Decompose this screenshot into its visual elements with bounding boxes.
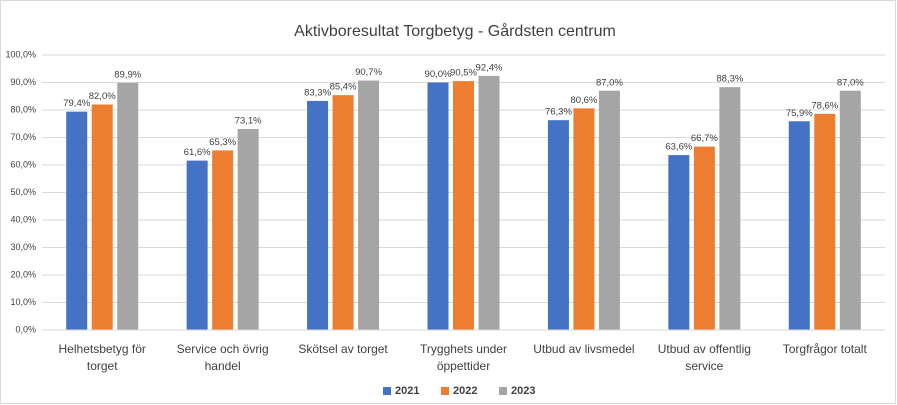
value-label: 76,3%	[545, 107, 572, 118]
y-tick-label: 20,0%	[10, 269, 36, 279]
bar	[332, 95, 354, 331]
x-tick-label: öppettider	[437, 359, 490, 373]
bar	[307, 100, 329, 330]
chart-title: Aktivboresultat Torgbetyg - Gårdsten cen…	[294, 22, 616, 40]
value-label: 66,7%	[691, 133, 718, 144]
y-tick-label: 40,0%	[10, 214, 36, 224]
value-label: 90,7%	[355, 67, 382, 78]
y-tick-label: 60,0%	[10, 159, 36, 169]
bar	[788, 121, 810, 331]
bar	[427, 82, 449, 330]
value-label: 61,6%	[184, 147, 211, 158]
y-tick-label: 50,0%	[10, 187, 36, 197]
y-tick-label: 0,0%	[15, 324, 36, 334]
bar	[117, 82, 139, 331]
bar	[453, 81, 474, 330]
value-label: 82,0%	[89, 91, 116, 102]
legend-label: 2023	[511, 385, 535, 397]
legend-swatch	[383, 387, 391, 395]
value-label: 90,0%	[425, 69, 452, 80]
value-label: 78,6%	[811, 100, 838, 111]
value-label: 63,6%	[665, 142, 692, 153]
bar	[478, 75, 500, 331]
x-tick-label: Service och övrig	[177, 342, 269, 356]
value-label: 90,5%	[450, 68, 477, 79]
value-label: 79,4%	[63, 98, 90, 109]
bar	[66, 111, 88, 331]
value-label: 80,6%	[570, 95, 597, 106]
y-tick-label: 80,0%	[10, 104, 36, 114]
value-label: 88,3%	[716, 74, 743, 85]
legend-label: 2021	[395, 385, 419, 397]
y-tick-label: 10,0%	[10, 297, 36, 307]
x-tick-label: Skötsel av torget	[298, 342, 388, 356]
legend-swatch	[499, 387, 507, 395]
x-tick-label: Helhetsbetyg för	[59, 342, 146, 356]
value-label: 73,1%	[235, 115, 262, 126]
x-tick-label: torget	[87, 359, 118, 373]
x-tick-label: Torgfrågor totalt	[783, 342, 868, 356]
bar	[573, 108, 595, 330]
bar	[547, 120, 569, 330]
bar	[237, 128, 259, 330]
legend-label: 2022	[453, 385, 477, 397]
legend-swatch	[441, 387, 449, 395]
value-label: 87,0%	[596, 77, 623, 88]
value-label: 85,4%	[330, 82, 357, 93]
bar	[598, 90, 620, 330]
bar	[212, 150, 234, 330]
x-tick-label: Trygghets under	[420, 342, 507, 356]
y-tick-label: 70,0%	[10, 132, 36, 142]
value-label: 87,0%	[837, 77, 864, 88]
bar	[91, 104, 113, 330]
value-label: 89,9%	[114, 69, 141, 80]
bar	[839, 90, 861, 330]
y-tick-label: 30,0%	[10, 242, 36, 252]
x-tick-label: Utbud av livsmedel	[533, 342, 634, 356]
y-tick-label: 90,0%	[10, 77, 36, 87]
value-label: 83,3%	[304, 87, 331, 98]
bar	[668, 155, 690, 330]
bar	[358, 80, 380, 330]
bar	[719, 87, 741, 330]
value-label: 92,4%	[476, 62, 503, 73]
bar	[186, 160, 208, 330]
value-label: 65,3%	[209, 137, 236, 148]
y-tick-label: 100,0%	[5, 49, 36, 59]
x-tick-label: service	[685, 359, 723, 373]
x-tick-label: Utbud av offentlig	[658, 342, 751, 356]
bar	[814, 113, 836, 330]
value-label: 75,9%	[786, 108, 813, 119]
x-tick-label: handel	[205, 359, 241, 373]
bar	[693, 146, 715, 330]
